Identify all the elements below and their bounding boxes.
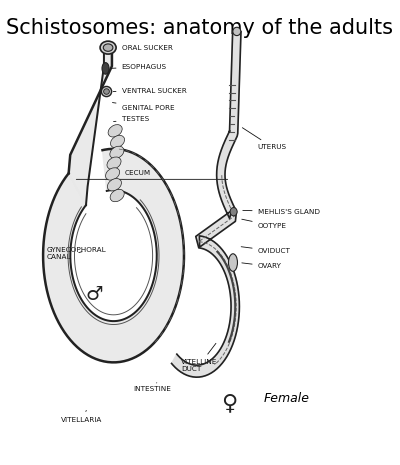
Polygon shape xyxy=(69,50,112,205)
Text: TESTES: TESTES xyxy=(114,116,149,122)
Text: ORAL SUCKER: ORAL SUCKER xyxy=(113,45,172,51)
Ellipse shape xyxy=(228,254,238,271)
Text: CECUM: CECUM xyxy=(124,170,151,176)
Ellipse shape xyxy=(107,179,122,191)
Ellipse shape xyxy=(110,135,124,148)
Text: Schistosomes: anatomy of the adults: Schistosomes: anatomy of the adults xyxy=(6,18,394,38)
Ellipse shape xyxy=(104,89,109,94)
Text: ♀: ♀ xyxy=(221,393,237,413)
Ellipse shape xyxy=(100,41,116,54)
Text: OOTYPE: OOTYPE xyxy=(242,219,287,229)
Ellipse shape xyxy=(101,86,112,97)
Text: MEHLIS'S GLAND: MEHLIS'S GLAND xyxy=(243,209,320,215)
Text: ESOPHAGUS: ESOPHAGUS xyxy=(111,64,167,70)
Polygon shape xyxy=(43,149,184,362)
Text: INTESTINE: INTESTINE xyxy=(133,383,171,392)
Text: VENTRAL SUCKER: VENTRAL SUCKER xyxy=(113,87,186,93)
Text: VITELLARIA: VITELLARIA xyxy=(61,411,102,423)
Text: ♂: ♂ xyxy=(86,286,103,305)
Ellipse shape xyxy=(102,63,109,74)
Ellipse shape xyxy=(108,125,122,137)
Ellipse shape xyxy=(233,27,241,36)
Text: OVARY: OVARY xyxy=(242,263,282,269)
Text: Female: Female xyxy=(264,392,310,405)
Polygon shape xyxy=(172,31,241,377)
Ellipse shape xyxy=(107,157,121,169)
Text: UTERUS: UTERUS xyxy=(242,128,287,150)
Ellipse shape xyxy=(110,189,124,202)
Ellipse shape xyxy=(230,207,237,216)
Text: OVIDUCT: OVIDUCT xyxy=(241,247,290,254)
Text: VITELLINE
DUCT: VITELLINE DUCT xyxy=(181,343,217,372)
Ellipse shape xyxy=(110,146,124,159)
Ellipse shape xyxy=(103,44,113,51)
Ellipse shape xyxy=(106,168,120,180)
Text: GYNECOPHORAL
CANAL: GYNECOPHORAL CANAL xyxy=(46,247,106,260)
Text: GENITAL PORE: GENITAL PORE xyxy=(112,103,174,111)
